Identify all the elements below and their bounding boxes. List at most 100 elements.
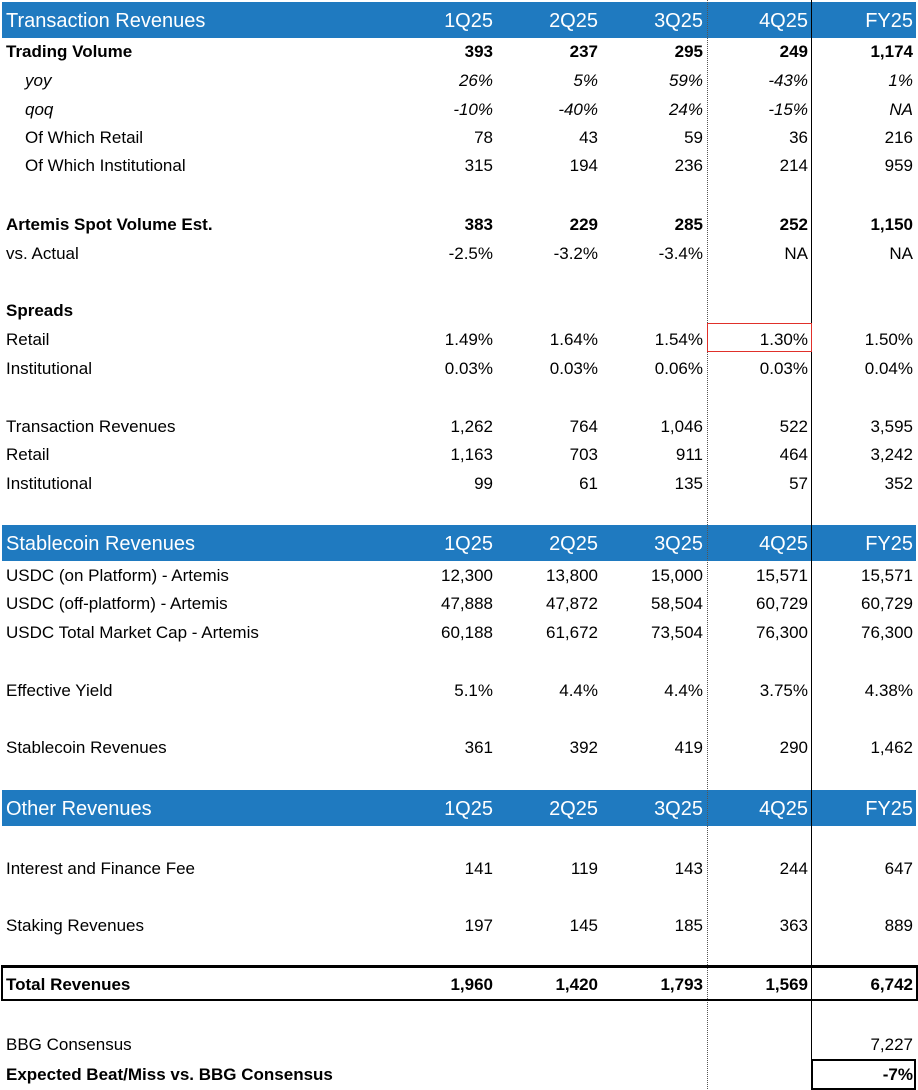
cell-value: 15,571	[756, 566, 808, 585]
column-header: 4Q25	[759, 798, 808, 820]
cell-value: 285	[674, 215, 703, 234]
section-title: Stablecoin Revenues	[6, 533, 196, 555]
cell-value: 99	[474, 474, 493, 493]
section-title: Other Revenues	[6, 798, 152, 820]
cell-value: 4.4%	[664, 681, 703, 700]
cell-value: 3,595	[870, 417, 913, 436]
row-label: Staking Revenues	[6, 916, 144, 935]
row-label: Institutional	[6, 359, 92, 378]
cell-value: 145	[569, 916, 598, 935]
cell-value: -10%	[453, 100, 493, 119]
row-label: Of Which Institutional	[25, 156, 186, 175]
cell-value: 57	[789, 474, 808, 493]
section-header	[2, 790, 916, 826]
highlight-box	[707, 323, 812, 352]
cell-value: 0.03%	[759, 359, 808, 378]
column-header: 2Q25	[549, 10, 598, 32]
cell-value: 361	[464, 738, 493, 757]
cell-value: 5%	[573, 71, 598, 90]
cell-value: -2.5%	[448, 244, 493, 263]
cell-value: 522	[779, 417, 808, 436]
cell-value: 290	[779, 738, 808, 757]
cell-value: 1%	[888, 71, 913, 90]
cell-value: 244	[779, 859, 808, 878]
cell-value: 7,227	[870, 1035, 913, 1054]
cell-value: 363	[779, 916, 808, 935]
cell-value: 1,420	[555, 975, 598, 994]
cell-value: 13,800	[546, 566, 598, 585]
cell-value: 1,960	[450, 975, 493, 994]
column-header: 4Q25	[759, 533, 808, 555]
cell-value: 1.54%	[654, 330, 703, 349]
cell-value: 237	[569, 42, 598, 61]
solid-divider	[811, 0, 812, 1089]
cell-value: 185	[674, 916, 703, 935]
cell-value: -40%	[558, 100, 598, 119]
cell-value: 6,742	[870, 975, 913, 994]
row-label: USDC Total Market Cap - Artemis	[6, 623, 259, 642]
row-label: Of Which Retail	[25, 128, 144, 147]
row-label: Trading Volume	[6, 42, 133, 61]
cell-value: 26%	[458, 71, 493, 90]
cell-value: 47,872	[546, 594, 598, 613]
cell-value: 647	[884, 859, 913, 878]
cell-value: 393	[464, 42, 493, 61]
cell-value: 464	[779, 445, 808, 464]
column-header: 3Q25	[654, 533, 703, 555]
cell-value: 0.04%	[864, 359, 913, 378]
cell-value: 1.30%	[759, 330, 808, 349]
cell-value: 229	[569, 215, 598, 234]
cell-value: 143	[674, 859, 703, 878]
cell-value: 1,569	[765, 975, 808, 994]
cell-value: 0.06%	[654, 359, 703, 378]
section-header	[2, 525, 916, 561]
row-label: Stablecoin Revenues	[6, 738, 167, 757]
cell-value: 889	[884, 916, 913, 935]
cell-value: 59	[684, 128, 703, 147]
row-label: Retail	[6, 330, 50, 349]
column-header: FY25	[865, 533, 913, 555]
cell-value: 58,504	[651, 594, 703, 613]
cell-value: 61,672	[546, 623, 598, 642]
row-label: USDC (on Platform) - Artemis	[6, 566, 229, 585]
cell-value: 194	[569, 156, 598, 175]
row-label: Interest and Finance Fee	[6, 859, 196, 878]
cell-value: 78	[474, 128, 493, 147]
cell-value: NA	[889, 244, 913, 263]
cell-value: 315	[464, 156, 493, 175]
cell-value: 4.38%	[864, 681, 913, 700]
column-header: 2Q25	[549, 533, 598, 555]
column-header: 3Q25	[654, 10, 703, 32]
cell-value: -15%	[768, 100, 808, 119]
cell-value: 1.50%	[864, 330, 913, 349]
cell-value: 76,300	[861, 623, 913, 642]
cell-value: 764	[569, 417, 598, 436]
cell-value: 0.03%	[549, 359, 598, 378]
column-header: 2Q25	[549, 798, 598, 820]
cell-value: 12,300	[441, 566, 493, 585]
cell-value: 60,729	[756, 594, 808, 613]
row-label: qoq	[25, 100, 54, 119]
cell-value: 249	[779, 42, 808, 61]
row-label: BBG Consensus	[6, 1035, 132, 1054]
cell-value: NA	[784, 244, 808, 263]
row-label: Spreads	[6, 301, 74, 320]
cell-value: -3.2%	[553, 244, 598, 263]
cell-value: 911	[675, 445, 703, 464]
row-label: Transaction Revenues	[6, 417, 176, 436]
cell-value: 1,262	[450, 417, 493, 436]
row-label: yoy	[25, 71, 52, 90]
cell-value: 703	[569, 445, 598, 464]
cell-value: 419	[674, 738, 703, 757]
cell-value: 119	[570, 859, 598, 878]
column-header: FY25	[865, 10, 913, 32]
cell-value: 61	[579, 474, 598, 493]
cell-value: 0.03%	[444, 359, 493, 378]
cell-value: 43	[579, 128, 598, 147]
cell-value: -7%	[882, 1065, 913, 1084]
cell-value: 1.49%	[444, 330, 493, 349]
cell-value: 5.1%	[454, 681, 493, 700]
row-label: Institutional	[6, 474, 92, 493]
cell-value: 60,729	[861, 594, 913, 613]
